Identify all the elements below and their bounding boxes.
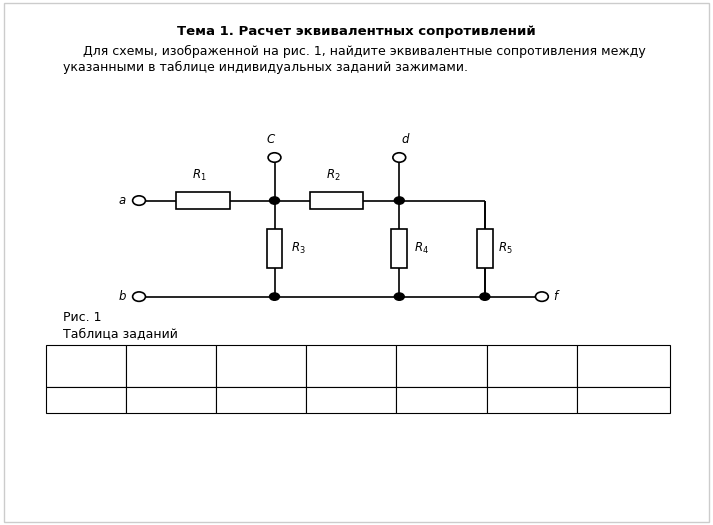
Bar [126, 387, 216, 413]
Text: C: C [267, 133, 275, 146]
Text: R3,: R3, [342, 355, 361, 365]
Bar [267, 229, 282, 268]
Text: кОм: кОм [339, 368, 364, 378]
Bar [46, 387, 126, 413]
Bar [391, 229, 407, 268]
Text: Рис. 1: Рис. 1 [63, 311, 101, 323]
Text: кОм: кОм [429, 368, 453, 378]
Text: R1,: R1, [162, 355, 180, 365]
Bar [577, 345, 670, 387]
Bar [486, 345, 577, 387]
Circle shape [535, 292, 548, 301]
Bar [216, 387, 307, 413]
Text: Для схемы, изображенной на рис. 1, найдите эквивалентные сопротивления между: Для схемы, изображенной на рис. 1, найди… [67, 45, 646, 58]
Bar [396, 387, 486, 413]
Bar [307, 387, 396, 413]
Text: указанными в таблице индивидуальных заданий зажимами.: указанными в таблице индивидуальных зада… [63, 61, 468, 74]
Circle shape [394, 197, 404, 204]
Circle shape [393, 153, 406, 162]
Text: R4,: R4, [432, 355, 451, 365]
Text: 5: 5 [257, 394, 265, 406]
Bar [309, 192, 363, 209]
Text: 30: 30 [434, 394, 449, 406]
Text: с – f: с – f [612, 394, 635, 406]
Bar [307, 345, 396, 387]
Circle shape [270, 293, 279, 300]
Text: 15: 15 [344, 394, 359, 406]
Bar [126, 345, 216, 387]
Bar [486, 387, 577, 413]
Circle shape [480, 293, 490, 300]
Text: кОм: кОм [250, 368, 273, 378]
Text: $R_3$: $R_3$ [291, 241, 306, 256]
Circle shape [394, 293, 404, 300]
Text: $R_2$: $R_2$ [326, 167, 340, 183]
Text: $R_5$: $R_5$ [498, 241, 513, 256]
Bar [477, 229, 493, 268]
Circle shape [133, 292, 145, 301]
Text: $R_4$: $R_4$ [414, 241, 429, 256]
Text: b: b [118, 290, 126, 303]
Text: Зажимы: Зажимы [599, 361, 647, 372]
Text: a: a [119, 194, 126, 207]
Text: Таблица заданий: Таблица заданий [63, 327, 178, 340]
Bar [216, 345, 307, 387]
Circle shape [268, 153, 281, 162]
Text: Тема 1. Расчет эквивалентных сопротивлений: Тема 1. Расчет эквивалентных сопротивлен… [177, 25, 536, 38]
Circle shape [270, 197, 279, 204]
Text: R2,: R2, [252, 355, 270, 365]
Circle shape [133, 196, 145, 205]
Text: 6: 6 [528, 394, 535, 406]
Text: R5,: R5, [523, 355, 540, 365]
Text: f: f [553, 290, 558, 303]
Text: $R_1$: $R_1$ [193, 167, 207, 183]
Bar [577, 387, 670, 413]
Bar [396, 345, 486, 387]
Text: кОм: кОм [520, 368, 543, 378]
Text: d: d [401, 133, 409, 146]
Bar [46, 345, 126, 387]
Text: 6: 6 [168, 394, 175, 406]
Bar [176, 192, 230, 209]
Text: кОм: кОм [159, 368, 183, 378]
